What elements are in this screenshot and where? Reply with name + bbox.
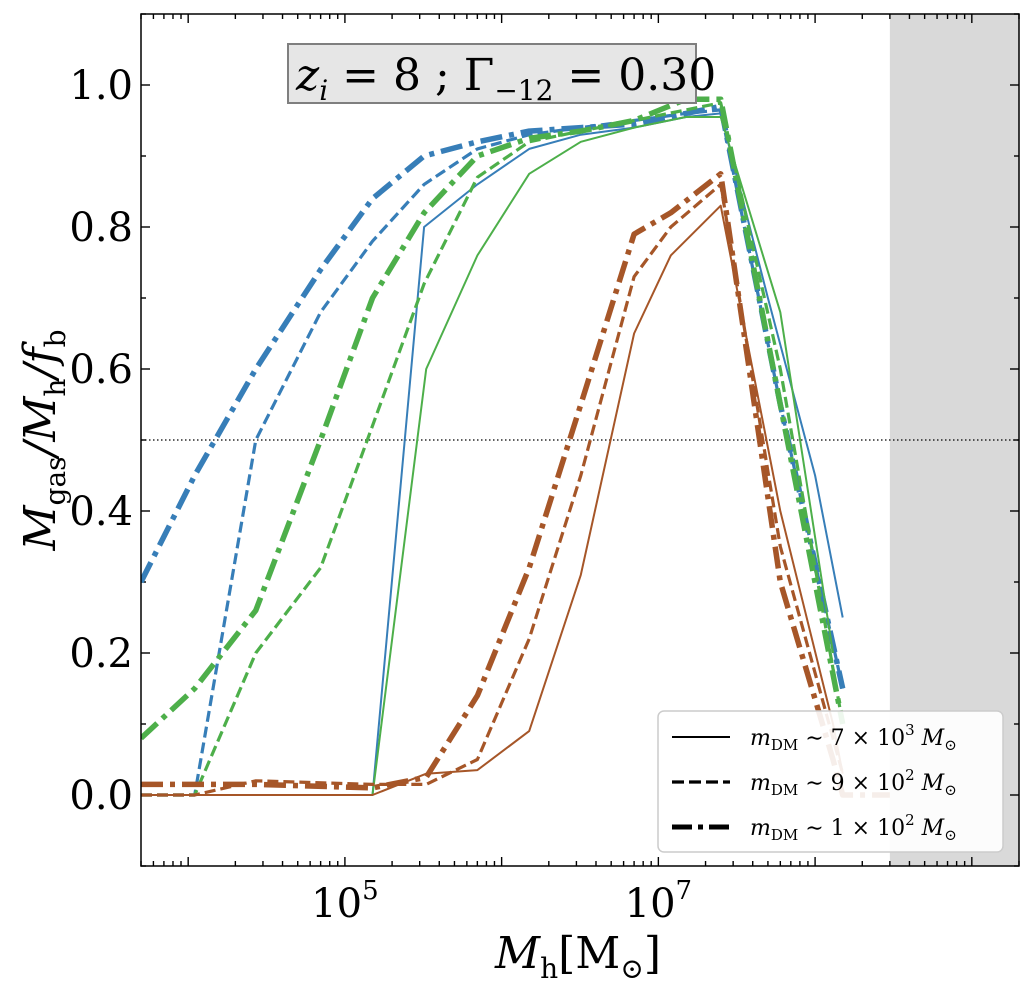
y-axis-label: Mgas/Mh/fb: [15, 329, 72, 551]
y-tick-label: 0.4: [69, 489, 133, 535]
y-tick-labels: 0.0 0.2 0.4 0.6 0.8 1.0: [69, 63, 133, 819]
series-brown-dashdot: [141, 171, 890, 798]
series-blue-dashdot: [141, 103, 846, 690]
series-blue-dashed: [141, 108, 845, 797]
x-tick-label: 107: [625, 876, 692, 927]
legend-label-solid: mDM ∼ 7 × 103 M⊙: [750, 721, 957, 754]
x-tick-labels: 105 107: [311, 876, 692, 927]
legend: mDM ∼ 7 × 103 M⊙ mDM ∼ 9 × 102 M⊙ mDM ∼ …: [657, 710, 1004, 853]
annotation-box: zi = 8 ; Γ−12 = 0.30: [287, 43, 716, 107]
y-tick-label: 0.0: [69, 773, 133, 819]
legend-label-dashdot: mDM ∼ 1 × 102 M⊙: [750, 811, 957, 844]
y-tick-label: 1.0: [69, 63, 133, 109]
series-green-dashed: [141, 101, 845, 797]
plot-frame: [140, 13, 1020, 867]
x-axis-label: Mh[M⊙]: [494, 928, 661, 985]
series-brown-solid: [141, 204, 844, 796]
legend-label-dashed: mDM ∼ 9 × 102 M⊙: [750, 766, 957, 799]
y-tick-label: 0.6: [69, 347, 133, 393]
annotation-text: zi = 8 ; Γ−12 = 0.30: [295, 50, 716, 107]
series-green-solid: [141, 116, 834, 796]
y-tick-label: 0.8: [69, 205, 133, 251]
series-blue-solid: [141, 112, 844, 796]
series-green-dashdot: [141, 96, 846, 741]
series-brown-dashed: [141, 182, 845, 797]
y-tick-label: 0.2: [69, 631, 133, 677]
x-tick-label: 105: [311, 876, 378, 927]
